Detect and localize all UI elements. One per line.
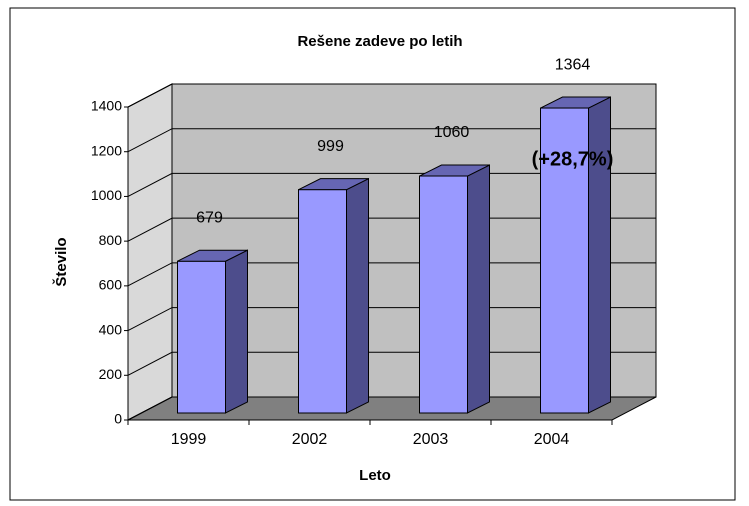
- bar: [177, 260, 226, 414]
- x-tick-label: 2003: [413, 431, 449, 448]
- grid-line: [127, 83, 656, 108]
- x-axis-label: Leto: [359, 467, 391, 484]
- grid-line: [127, 262, 656, 287]
- annotation: (+28,7%): [532, 148, 614, 170]
- grid-line: [127, 307, 656, 332]
- bar-side: [467, 164, 490, 414]
- side-wall: [127, 83, 173, 421]
- grid-line: [127, 128, 656, 153]
- y-tick-label: 800: [99, 232, 123, 248]
- y-tick-label: 200: [99, 366, 123, 382]
- value-label: 999: [317, 138, 344, 155]
- chart-title: Rešene zadeve po letih: [297, 33, 462, 50]
- bar-top: [298, 178, 369, 191]
- grid-line: [127, 396, 656, 421]
- bar-side: [225, 249, 248, 414]
- y-tick-label: 1200: [91, 142, 122, 158]
- y-tick-label: 1000: [91, 187, 122, 203]
- grid-line: [127, 351, 656, 376]
- bar-side: [346, 177, 369, 414]
- y-axis-label: Število: [52, 237, 70, 286]
- x-tick-label: 1999: [171, 431, 207, 448]
- bar-top: [419, 164, 490, 177]
- bar-top: [177, 249, 248, 262]
- grid-line: [127, 172, 656, 197]
- bar-side: [588, 96, 611, 414]
- y-tick-label: 1400: [91, 98, 122, 114]
- y-tick-label: 400: [99, 321, 123, 337]
- x-tick-label: 2004: [534, 431, 570, 448]
- value-label: 1364: [555, 56, 591, 73]
- y-tick-label: 0: [114, 411, 122, 427]
- grid-line: [127, 217, 656, 242]
- bar-top: [540, 96, 611, 109]
- value-label: 679: [196, 209, 223, 226]
- bar: [298, 189, 347, 414]
- y-tick-label: 600: [99, 277, 123, 293]
- x-tick-label: 2002: [292, 431, 328, 448]
- value-label: 1060: [434, 124, 470, 141]
- bar: [419, 175, 468, 414]
- bar: [540, 107, 589, 414]
